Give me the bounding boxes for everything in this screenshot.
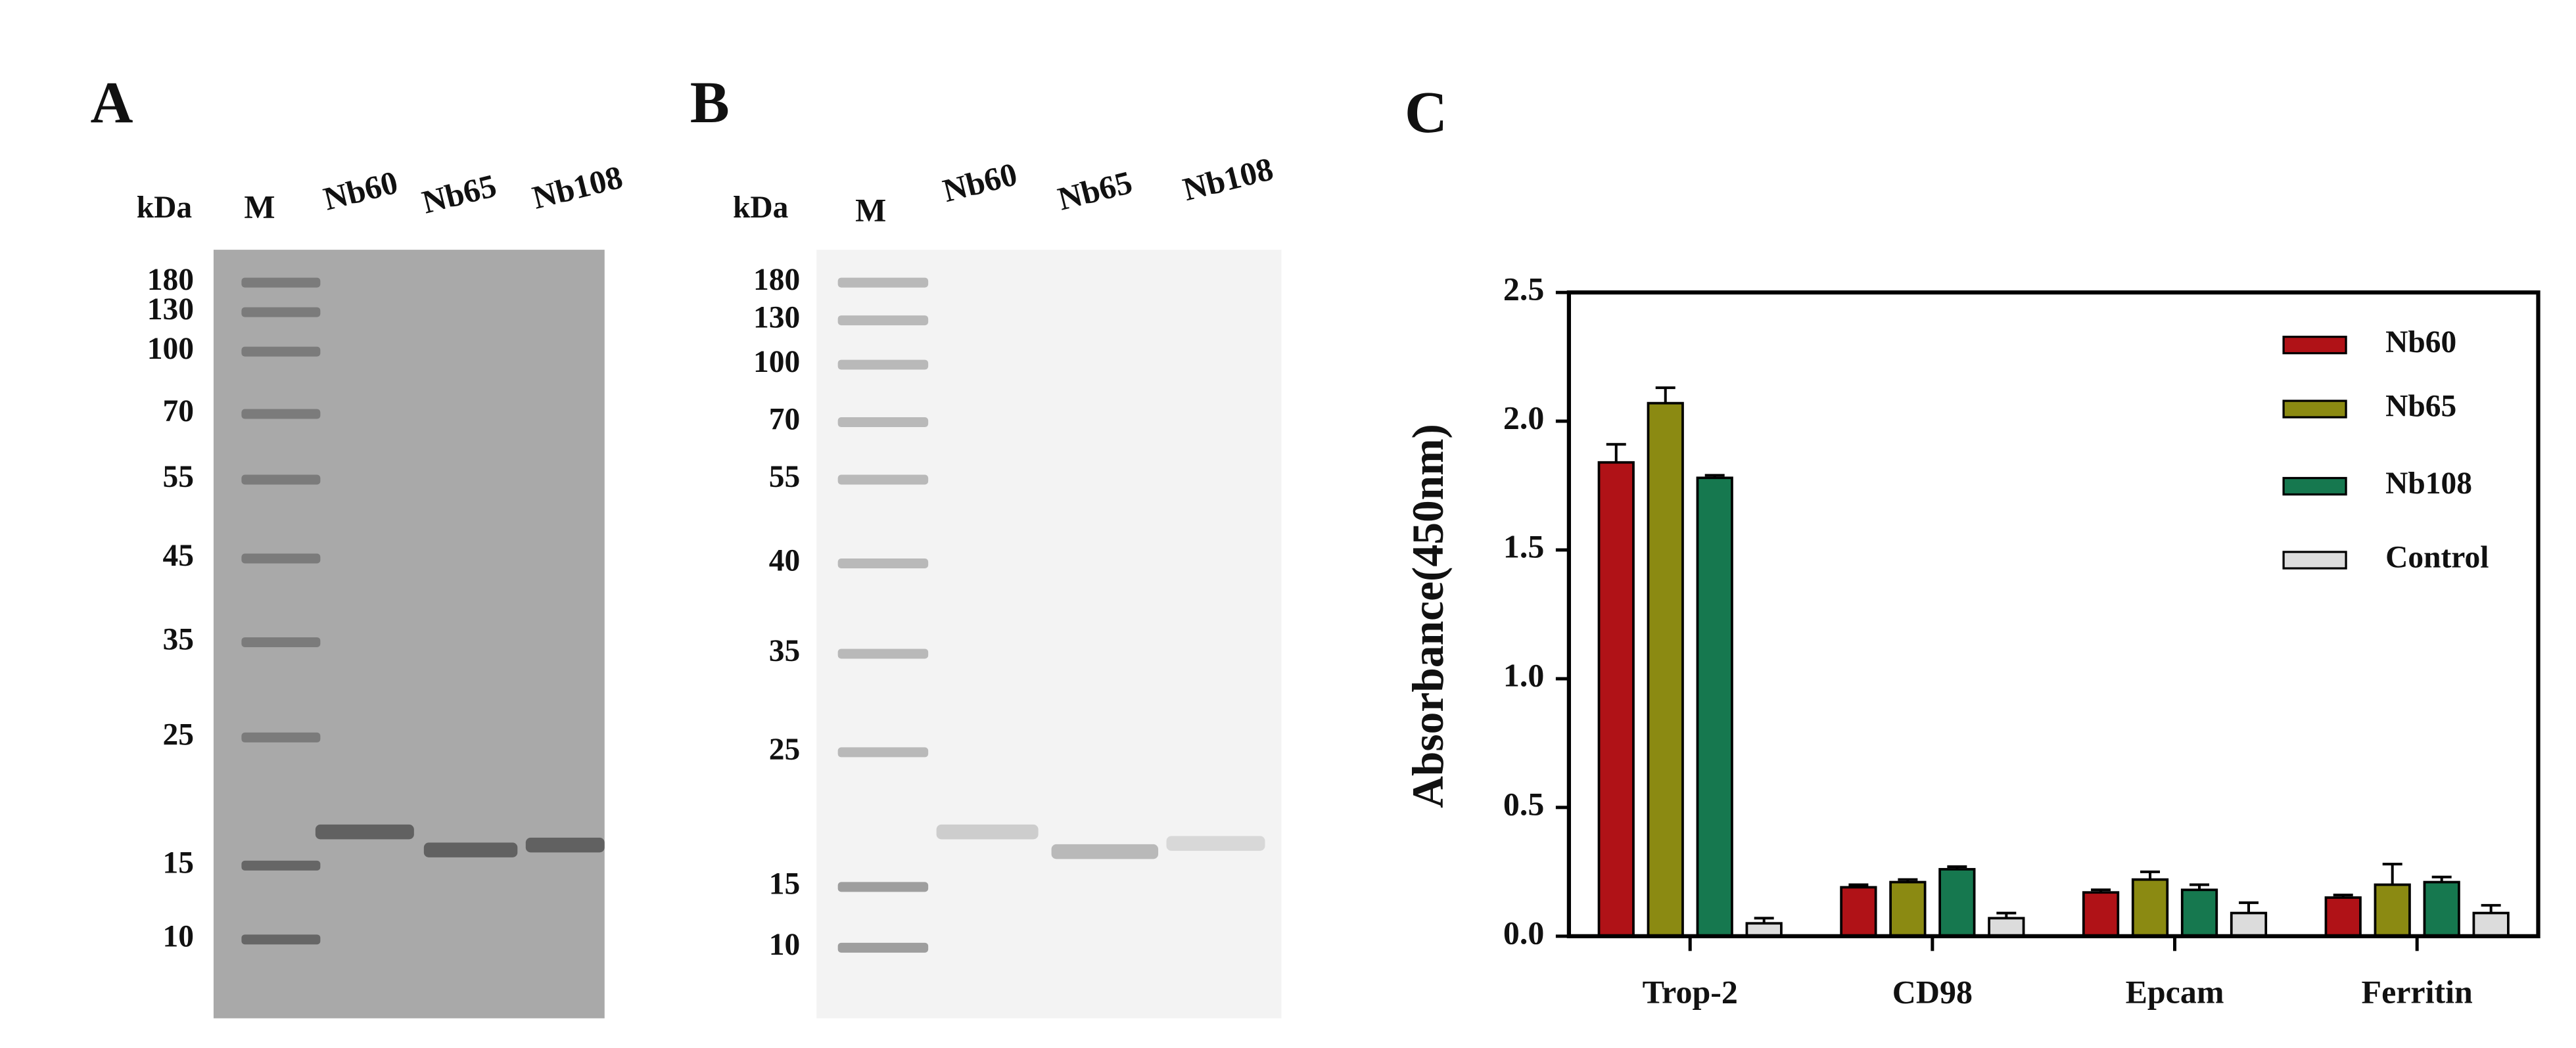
marker-band — [241, 409, 321, 419]
bar — [2180, 888, 2218, 938]
y-tick-label: 1.5 — [1503, 528, 1544, 564]
y-tick-label: 1.0 — [1503, 656, 1544, 693]
bar — [1938, 868, 1976, 938]
panel-label: C — [1405, 80, 1447, 145]
y-tick-label: 2.5 — [1503, 271, 1544, 308]
lane-label: Nb60 — [939, 155, 1021, 209]
marker-size-label: 15 — [162, 846, 193, 880]
lane-label: Nb108 — [528, 158, 626, 216]
marker-band — [241, 860, 321, 871]
marker-band — [241, 307, 321, 317]
bar — [1696, 476, 1733, 938]
bar — [1988, 917, 2025, 938]
bar — [2374, 883, 2411, 938]
bar — [1647, 401, 1684, 938]
protein-band — [1051, 844, 1159, 859]
legend-swatch — [2282, 335, 2347, 355]
marker-size-label: 10 — [162, 920, 193, 954]
bar — [1597, 461, 1635, 938]
unit-label: kDa — [137, 191, 193, 225]
marker-band — [837, 747, 929, 758]
lane-label: Nb108 — [1179, 150, 1276, 208]
marker-band — [241, 934, 321, 945]
marker-band — [241, 474, 321, 485]
bar — [2230, 911, 2268, 938]
protein-band — [423, 842, 518, 857]
marker-band — [837, 359, 929, 370]
marker-size-label: 130 — [753, 300, 800, 334]
legend-swatch — [2282, 476, 2347, 496]
marker-band — [837, 882, 929, 892]
lane-label: Nb60 — [320, 164, 402, 217]
x-tick-label: Trop-2 — [1643, 973, 1738, 1010]
x-tick-label: Epcam — [2126, 973, 2224, 1010]
legend-label: Nb65 — [2385, 389, 2456, 423]
marker-band — [837, 417, 929, 428]
marker-size-label: 10 — [769, 928, 800, 962]
marker-size-label: 15 — [769, 867, 800, 901]
marker-size-label: 180 — [753, 263, 800, 297]
protein-band — [1166, 836, 1265, 851]
marker-band — [837, 474, 929, 485]
marker-band — [241, 637, 321, 647]
y-tick-label: 0.0 — [1503, 914, 1544, 951]
marker-size-label: 100 — [753, 345, 800, 379]
marker-band — [837, 558, 929, 568]
plot-frame — [1566, 290, 2541, 938]
marker-size-label: 100 — [147, 332, 194, 366]
marker-lane-label: M — [855, 192, 886, 229]
marker-band — [241, 553, 321, 564]
marker-size-label: 25 — [162, 718, 193, 752]
marker-size-label: 35 — [162, 622, 193, 656]
gel-image — [213, 250, 605, 1018]
legend-label: Control — [2385, 540, 2489, 574]
unit-label: kDa — [733, 191, 789, 225]
marker-band — [241, 277, 321, 288]
marker-band — [837, 649, 929, 659]
lane-label: Nb65 — [1054, 164, 1136, 217]
marker-size-label: 70 — [769, 402, 800, 436]
marker-band — [837, 315, 929, 326]
marker-size-label: 130 — [147, 292, 194, 327]
legend-label: Nb108 — [2385, 467, 2472, 501]
protein-band — [315, 824, 414, 840]
marker-size-label: 55 — [769, 460, 800, 494]
marker-size-label: 55 — [162, 460, 193, 494]
y-tick-label: 0.5 — [1503, 785, 1544, 822]
marker-size-label: 25 — [769, 733, 800, 767]
marker-band — [241, 732, 321, 742]
marker-lane-label: M — [244, 189, 275, 225]
marker-size-label: 35 — [769, 634, 800, 668]
marker-size-label: 180 — [147, 263, 194, 297]
bar — [1889, 880, 1927, 938]
panel-label: A — [90, 70, 133, 135]
bar — [2082, 891, 2120, 938]
legend-label: Nb60 — [2385, 325, 2456, 359]
legend-swatch — [2282, 399, 2347, 419]
bar — [2423, 880, 2460, 938]
marker-band — [837, 277, 929, 288]
protein-band — [936, 824, 1039, 840]
marker-band — [837, 942, 929, 953]
x-tick-label: CD98 — [1892, 973, 1973, 1010]
marker-size-label: 70 — [162, 394, 193, 428]
marker-size-label: 40 — [769, 543, 800, 578]
marker-band — [241, 346, 321, 357]
bar — [1840, 886, 1877, 938]
legend-swatch — [2282, 551, 2347, 570]
lane-label: Nb65 — [418, 167, 500, 221]
y-tick-label: 2.0 — [1503, 399, 1544, 436]
marker-size-label: 45 — [162, 539, 193, 573]
bar — [2324, 896, 2362, 938]
protein-band — [525, 837, 605, 853]
x-tick-label: Ferritin — [2362, 973, 2473, 1010]
panel-label: B — [690, 70, 730, 135]
y-axis-title: Absorbance(450nm) — [1403, 424, 1453, 808]
bar — [2472, 911, 2510, 938]
bar — [2131, 878, 2169, 938]
